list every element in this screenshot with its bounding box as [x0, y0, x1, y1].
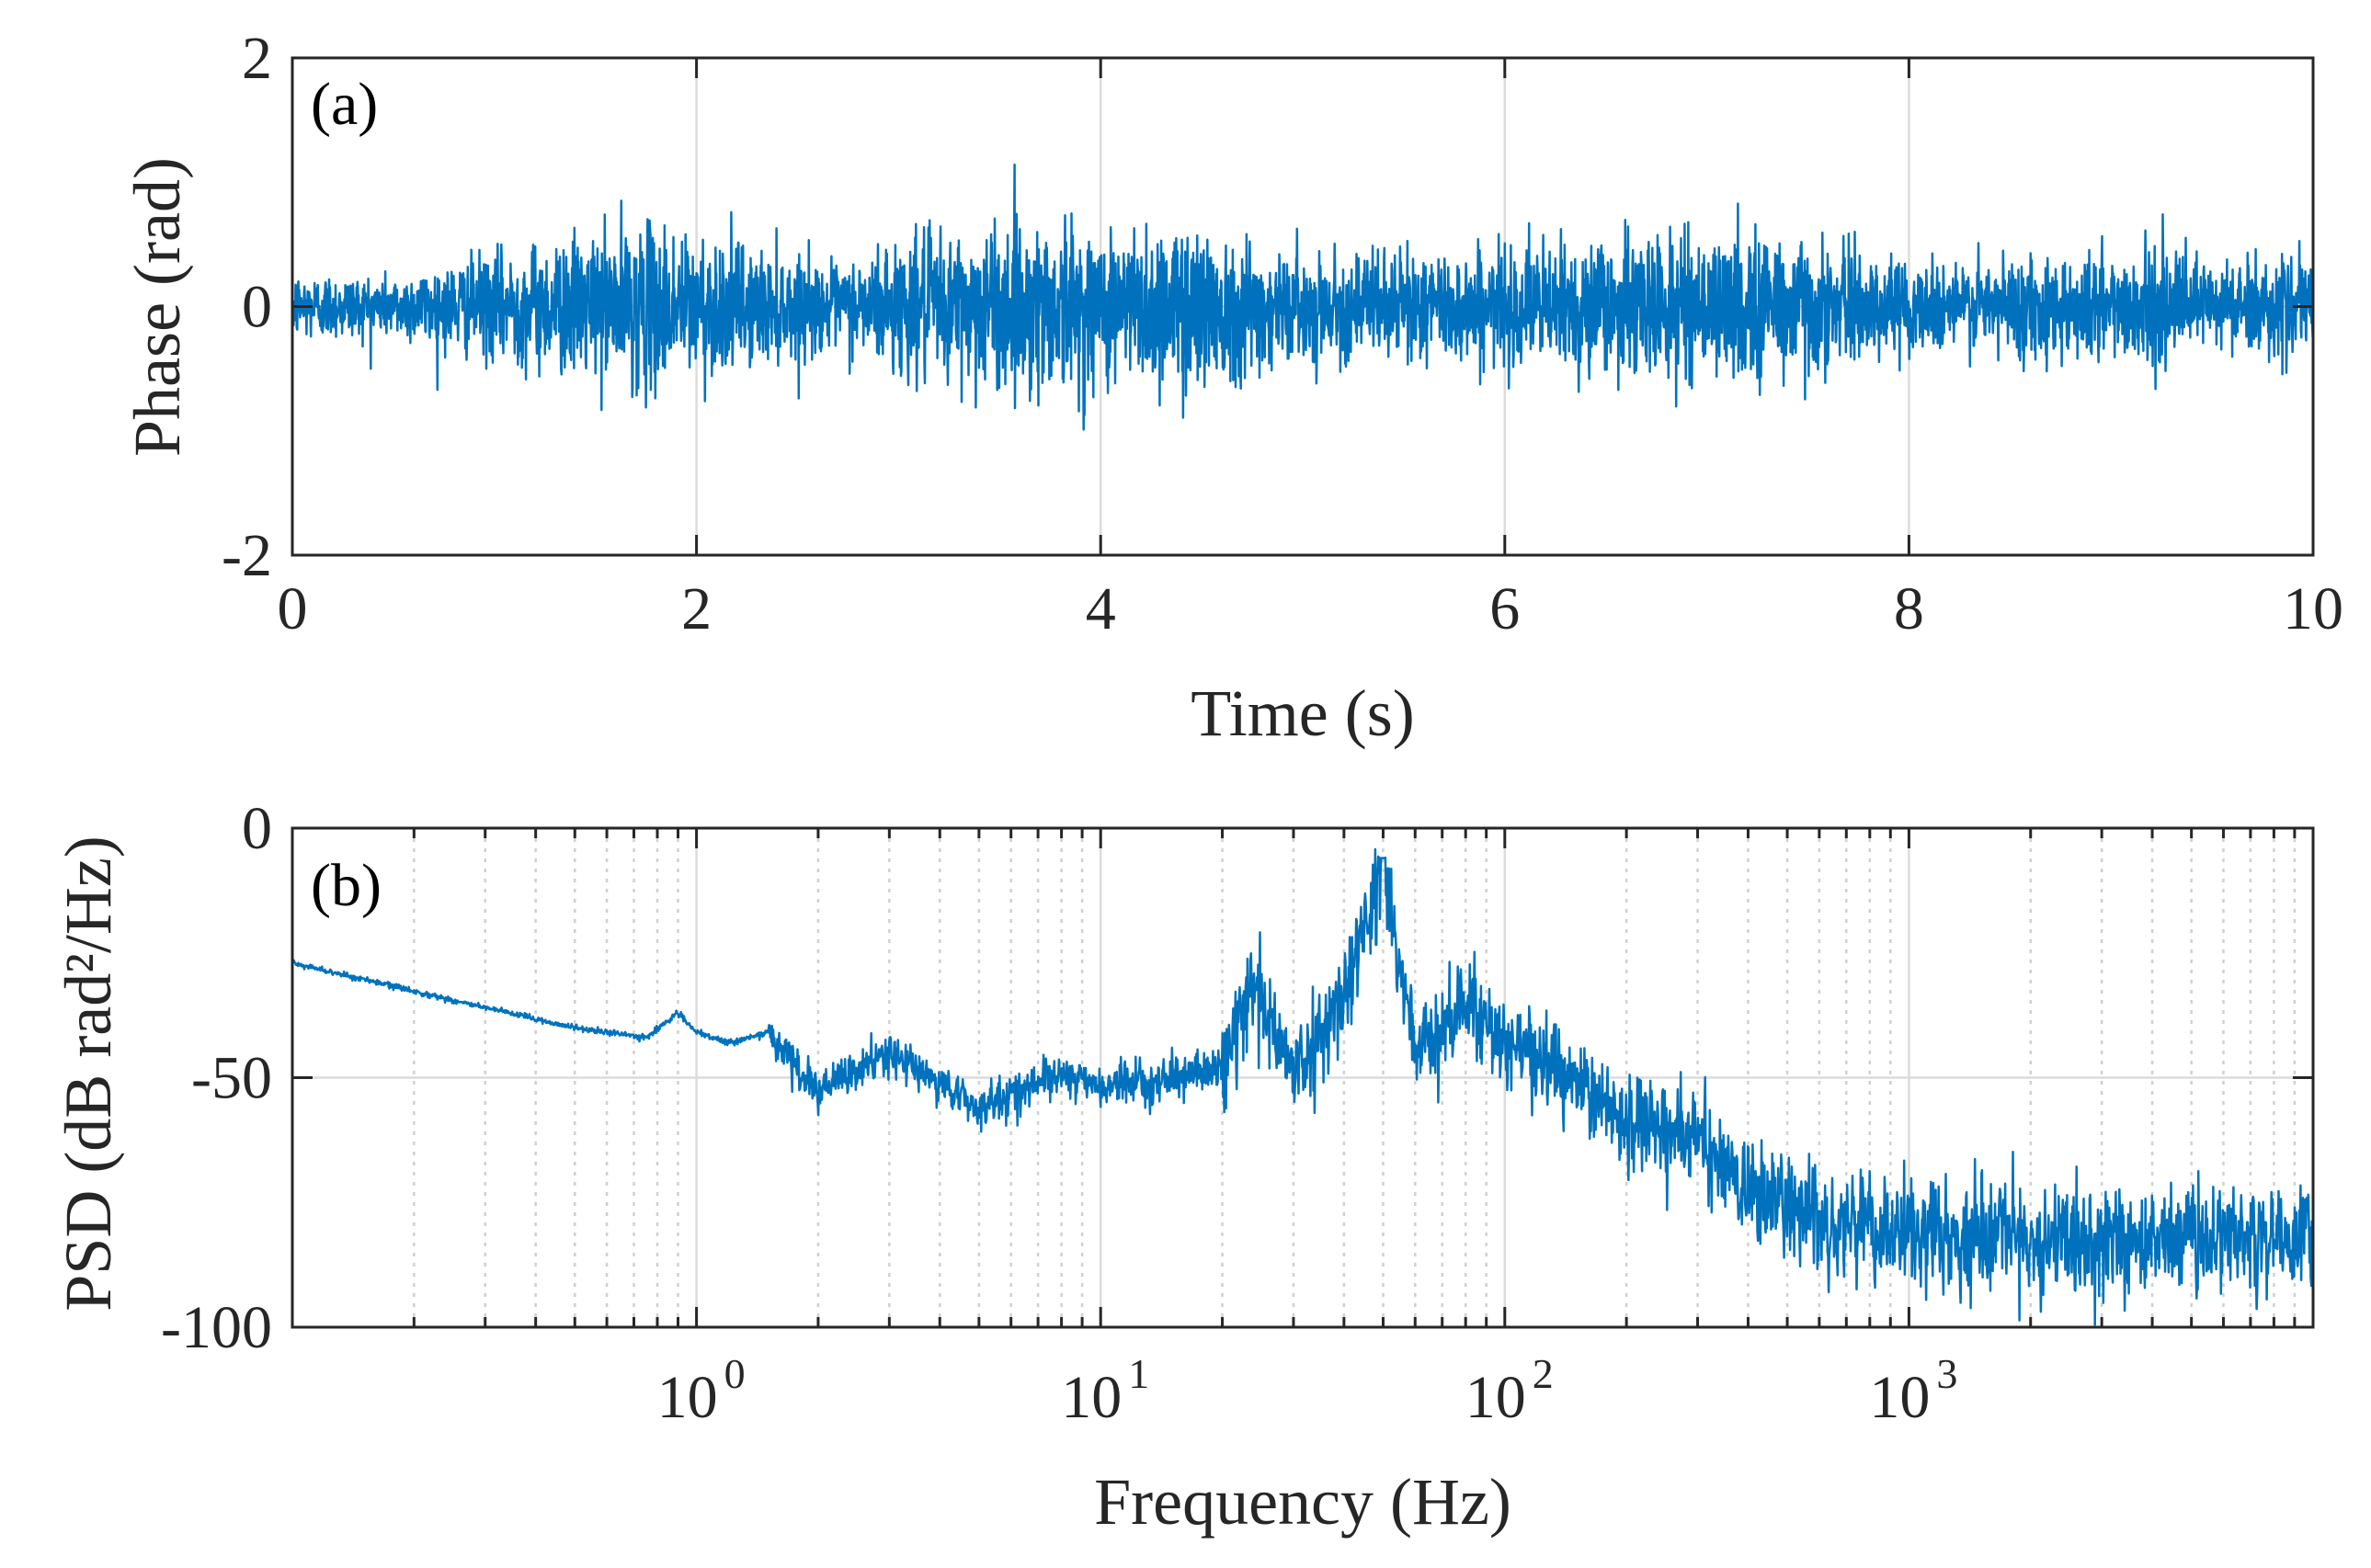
chart-a-xlabel: Time (s): [1191, 676, 1414, 750]
chart-b-xtick-label-exp: 2: [1533, 1350, 1554, 1397]
chart-b-xtick-labels: 10 0 10 1 10 2 10 3: [657, 1350, 1958, 1431]
chart-b-ytick-label: -100: [161, 1294, 272, 1361]
chart-a: 0 2 4 6 8 10 -202 (a) Time (s) Phase (rad): [120, 25, 2343, 750]
chart-b-xtick-label-base: 10: [1061, 1364, 1122, 1431]
chart-a-ytick-label: -2: [222, 522, 272, 589]
chart-b-xtick-label: 10 1: [1061, 1350, 1149, 1431]
chart-b-ytick-label: -50: [191, 1045, 272, 1112]
chart-b-psd-series: [291, 847, 2315, 1326]
chart-a-ytick-label: 0: [242, 274, 272, 341]
chart-b-ytick-labels: -100 -50 0: [161, 795, 272, 1361]
chart-b-xtick-label: 10 3: [1869, 1350, 1957, 1431]
chart-a-ylabel: Phase (rad): [120, 157, 194, 457]
chart-b-xtick-label-exp: 3: [1936, 1350, 1957, 1397]
chart-b: 10 0 10 1 10 2 10 3 -100-500 (b) Frequency (Hz)…: [51, 795, 2315, 1539]
chart-b-xlabel: Frequency (Hz): [1094, 1465, 1511, 1539]
chart-a-phase-series: [291, 163, 2315, 431]
chart-a-xtick-labels: 0 2 4 6 8 10: [278, 575, 2344, 642]
chart-a-panel-label: (a): [311, 71, 378, 138]
chart-a-xtick-label: 4: [1086, 575, 1116, 642]
chart-a-xtick-label: 6: [1489, 575, 1520, 642]
chart-b-ylabel: PSD (dB rad²/Hz): [51, 835, 125, 1312]
chart-a-ticks: [291, 56, 2315, 557]
chart-b-xtick-label: 10 2: [1465, 1350, 1554, 1431]
chart-b-xtick-label-exp: 1: [1128, 1350, 1149, 1397]
chart-b-xtick-label: 10 0: [657, 1350, 746, 1431]
chart-b-panel-label: (b): [311, 852, 382, 919]
chart-a-xtick-label: 8: [1894, 575, 1924, 642]
chart-a-xtick-label: 0: [278, 575, 308, 642]
chart-b-xtick-label-base: 10: [1869, 1364, 1930, 1431]
chart-a-ytick-label: 2: [242, 25, 272, 92]
chart-b-grid: [292, 828, 2313, 1327]
chart-b-ytick-label: 0: [242, 795, 272, 862]
chart-b-xtick-label-base: 10: [1465, 1364, 1526, 1431]
chart-b-ticks: [292, 826, 2313, 1329]
chart-a-xtick-label: 10: [2283, 575, 2343, 642]
chart-b-xtick-label-base: 10: [657, 1364, 718, 1431]
chart-a-ytick-labels: -2 0 2: [222, 25, 272, 589]
chart-b-xtick-label-exp: 0: [724, 1350, 746, 1397]
chart-a-xtick-label: 2: [681, 575, 712, 642]
